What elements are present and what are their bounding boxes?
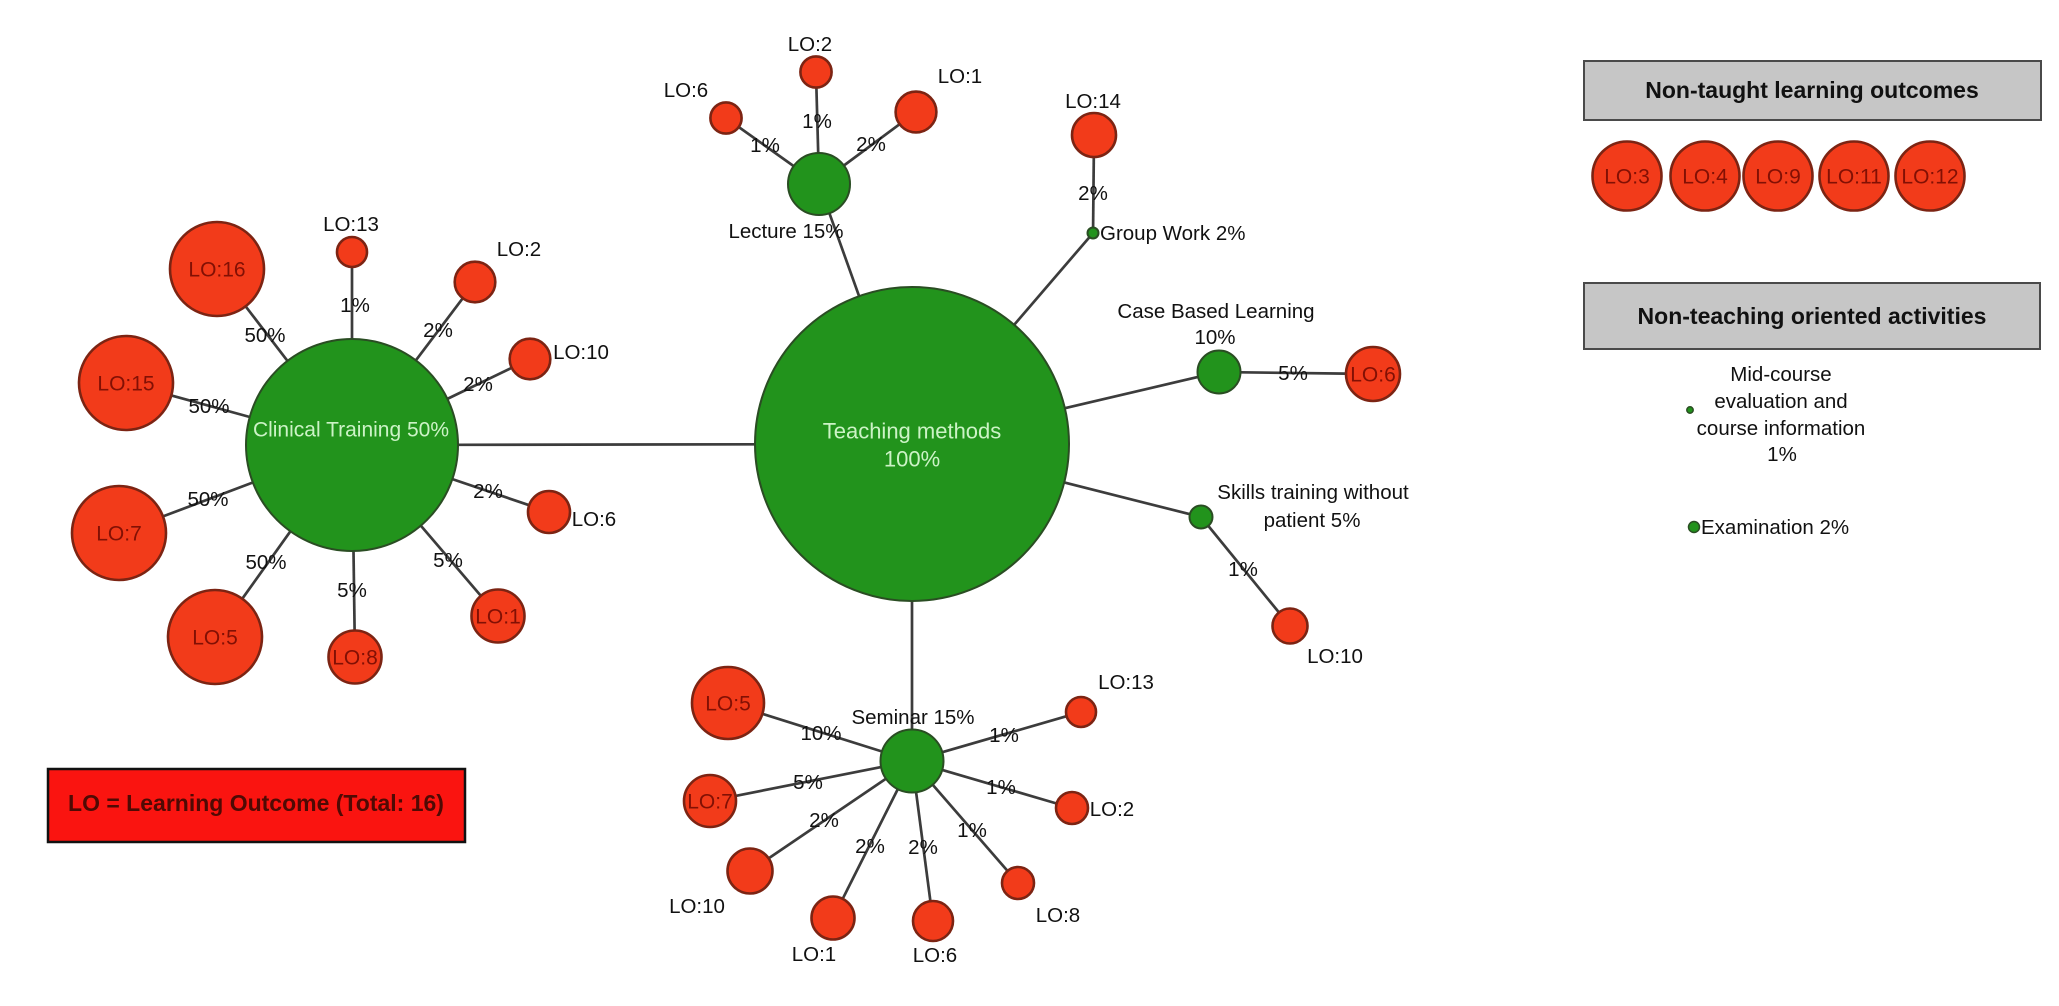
svg-text:LO:1: LO:1	[938, 65, 982, 88]
svg-text:Group Work 2%: Group Work 2%	[1100, 222, 1245, 245]
svg-text:2%: 2%	[809, 809, 839, 832]
svg-text:Skills training without: Skills training without	[1217, 481, 1409, 504]
svg-text:patient 5%: patient 5%	[1264, 509, 1361, 532]
svg-text:Case Based Learning: Case Based Learning	[1117, 300, 1314, 323]
svg-text:10%: 10%	[1194, 326, 1235, 349]
svg-text:50%: 50%	[187, 488, 228, 511]
svg-text:Non-teaching oriented activiti: Non-teaching oriented activities	[1638, 303, 1987, 329]
svg-text:100%: 100%	[884, 447, 940, 472]
svg-text:5%: 5%	[433, 549, 463, 572]
svg-text:2%: 2%	[463, 373, 493, 396]
svg-text:50%: 50%	[245, 551, 286, 574]
svg-text:LO:5: LO:5	[192, 627, 238, 650]
svg-text:LO:6: LO:6	[664, 79, 708, 102]
svg-text:LO:15: LO:15	[97, 373, 154, 396]
svg-text:Non-taught learning outcomes: Non-taught learning outcomes	[1645, 77, 1979, 103]
svg-text:2%: 2%	[856, 133, 886, 156]
svg-text:LO:10: LO:10	[1307, 645, 1363, 668]
svg-text:LO:11: LO:11	[1826, 166, 1882, 189]
svg-text:1%: 1%	[986, 776, 1016, 799]
svg-text:Seminar 15%: Seminar 15%	[851, 706, 974, 729]
svg-text:LO:7: LO:7	[687, 791, 733, 814]
svg-text:LO = Learning Outcome (Total:: LO = Learning Outcome (Total: 16)	[68, 790, 444, 816]
svg-text:LO:10: LO:10	[669, 895, 725, 918]
svg-text:1%: 1%	[989, 724, 1019, 747]
svg-text:1%: 1%	[340, 294, 370, 317]
svg-text:2%: 2%	[1078, 182, 1108, 205]
svg-text:2%: 2%	[908, 836, 938, 859]
svg-text:1%: 1%	[1228, 558, 1258, 581]
svg-text:evaluation and: evaluation and	[1714, 390, 1847, 413]
svg-text:LO:1: LO:1	[475, 606, 521, 629]
svg-text:LO:10: LO:10	[553, 341, 609, 364]
svg-text:5%: 5%	[337, 579, 367, 602]
svg-text:LO:14: LO:14	[1065, 90, 1121, 113]
svg-text:10%: 10%	[800, 722, 841, 745]
svg-text:LO:2: LO:2	[497, 238, 541, 261]
svg-text:LO:12: LO:12	[1901, 166, 1958, 189]
svg-text:LO:5: LO:5	[705, 693, 751, 716]
svg-text:Clinical Training 50%: Clinical Training 50%	[253, 419, 449, 442]
svg-text:5%: 5%	[793, 771, 823, 794]
svg-text:LO:8: LO:8	[332, 647, 378, 670]
svg-text:1%: 1%	[802, 110, 832, 133]
svg-text:LO:9: LO:9	[1755, 166, 1801, 189]
svg-text:LO:13: LO:13	[1098, 671, 1154, 694]
svg-text:Teaching methods: Teaching methods	[823, 419, 1002, 444]
svg-text:1%: 1%	[957, 819, 987, 842]
svg-text:LO:6: LO:6	[572, 508, 616, 531]
svg-text:LO:4: LO:4	[1682, 166, 1728, 189]
svg-text:1%: 1%	[750, 134, 780, 157]
svg-text:Examination 2%: Examination 2%	[1701, 516, 1849, 539]
svg-text:50%: 50%	[188, 395, 229, 418]
svg-text:LO:7: LO:7	[96, 523, 142, 546]
svg-text:5%: 5%	[1278, 362, 1308, 385]
svg-text:Mid-course: Mid-course	[1730, 363, 1831, 386]
svg-text:LO:2: LO:2	[1090, 798, 1134, 821]
svg-text:course information: course information	[1697, 417, 1866, 440]
svg-text:2%: 2%	[855, 835, 885, 858]
svg-text:Lecture 15%: Lecture 15%	[728, 220, 843, 243]
svg-text:LO:3: LO:3	[1604, 166, 1650, 189]
svg-text:LO:16: LO:16	[188, 259, 245, 282]
svg-text:LO:8: LO:8	[1036, 904, 1080, 927]
svg-text:2%: 2%	[473, 480, 503, 503]
svg-text:50%: 50%	[244, 324, 285, 347]
svg-text:LO:6: LO:6	[1350, 364, 1396, 387]
svg-text:2%: 2%	[423, 319, 453, 342]
svg-text:LO:13: LO:13	[323, 213, 379, 236]
svg-text:LO:2: LO:2	[788, 33, 832, 56]
svg-text:1%: 1%	[1767, 443, 1797, 466]
svg-text:LO:1: LO:1	[792, 943, 836, 966]
svg-text:LO:6: LO:6	[913, 944, 957, 967]
